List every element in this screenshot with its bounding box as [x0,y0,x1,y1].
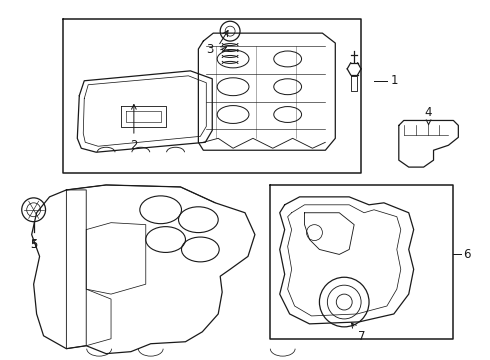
Text: 2: 2 [130,104,138,152]
Text: 5: 5 [30,239,37,249]
Text: 7: 7 [351,323,366,343]
Text: 1: 1 [391,74,398,87]
Text: 4: 4 [425,106,432,125]
Text: 3: 3 [207,42,214,55]
Text: 5: 5 [30,238,37,251]
Text: 6: 6 [464,248,471,261]
